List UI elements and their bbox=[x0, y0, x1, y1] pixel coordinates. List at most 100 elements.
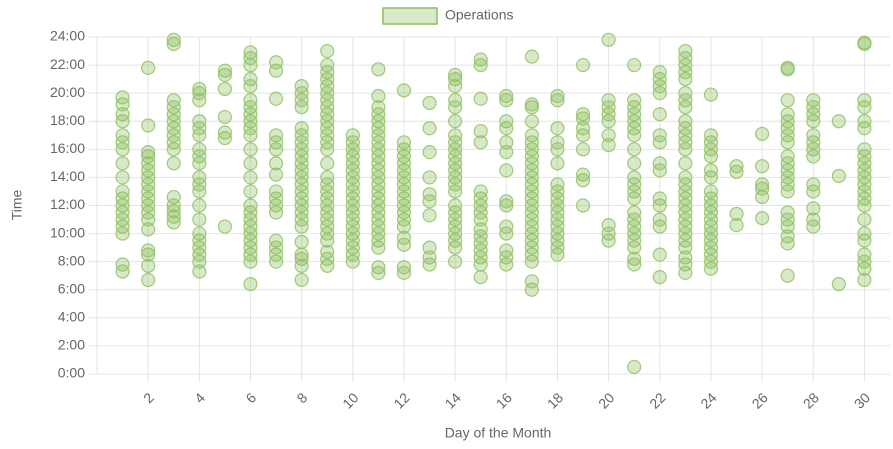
point bbox=[320, 43, 335, 59]
point bbox=[115, 170, 130, 185]
point bbox=[524, 97, 539, 112]
point bbox=[524, 274, 539, 289]
point bbox=[217, 109, 233, 125]
point bbox=[499, 145, 514, 160]
point bbox=[703, 128, 719, 143]
point bbox=[831, 114, 846, 129]
point bbox=[422, 208, 437, 223]
point bbox=[141, 272, 156, 288]
point bbox=[243, 72, 258, 87]
point bbox=[806, 93, 821, 108]
x-tick-label: 26 bbox=[749, 389, 771, 411]
y-tick-label: 12:00 bbox=[50, 196, 85, 212]
point bbox=[371, 265, 386, 280]
point bbox=[192, 264, 207, 279]
point bbox=[448, 72, 463, 87]
point bbox=[448, 67, 463, 83]
point bbox=[243, 45, 258, 60]
point bbox=[678, 156, 693, 171]
points bbox=[115, 32, 872, 375]
x-tick-label: 20 bbox=[595, 389, 617, 411]
point bbox=[268, 156, 284, 171]
point bbox=[703, 87, 719, 102]
point bbox=[396, 135, 412, 150]
point bbox=[192, 212, 207, 227]
point bbox=[396, 260, 412, 275]
point bbox=[652, 191, 667, 206]
point bbox=[780, 107, 795, 122]
point bbox=[115, 107, 130, 122]
point bbox=[780, 93, 795, 108]
point bbox=[806, 128, 821, 143]
point bbox=[652, 212, 667, 227]
point bbox=[575, 173, 591, 188]
point bbox=[166, 209, 181, 224]
point bbox=[857, 114, 872, 129]
point bbox=[115, 128, 130, 143]
point bbox=[627, 170, 642, 185]
point bbox=[678, 86, 693, 101]
point bbox=[550, 156, 565, 171]
point bbox=[678, 170, 693, 185]
point bbox=[166, 156, 181, 171]
point bbox=[499, 88, 514, 104]
point bbox=[601, 218, 616, 233]
point bbox=[550, 135, 565, 150]
point bbox=[166, 204, 181, 219]
x-tick-label: 24 bbox=[697, 389, 719, 411]
point bbox=[806, 177, 821, 192]
point bbox=[422, 170, 437, 185]
point bbox=[857, 272, 872, 288]
point bbox=[448, 198, 463, 213]
point bbox=[141, 258, 156, 273]
point bbox=[499, 114, 514, 129]
point bbox=[729, 206, 744, 222]
point bbox=[729, 218, 744, 233]
point bbox=[448, 93, 463, 108]
point bbox=[448, 114, 463, 129]
point bbox=[499, 93, 514, 108]
x-tick-label: 12 bbox=[390, 389, 412, 411]
point bbox=[473, 222, 488, 237]
point bbox=[396, 265, 412, 280]
point bbox=[524, 128, 539, 143]
y-tick-label: 24:00 bbox=[50, 28, 85, 44]
point bbox=[754, 177, 770, 192]
point bbox=[422, 95, 437, 111]
point bbox=[601, 32, 616, 47]
point bbox=[192, 198, 207, 213]
point bbox=[627, 205, 642, 220]
point bbox=[575, 121, 591, 136]
point bbox=[754, 159, 770, 174]
point bbox=[627, 251, 642, 266]
x-tick-label: 28 bbox=[800, 389, 822, 411]
point bbox=[217, 67, 233, 83]
point bbox=[268, 184, 284, 199]
y-tick-label: 14:00 bbox=[50, 168, 85, 184]
point bbox=[575, 198, 591, 213]
point bbox=[754, 211, 770, 226]
point bbox=[396, 83, 412, 98]
point bbox=[422, 187, 437, 202]
point bbox=[192, 81, 207, 97]
point bbox=[217, 125, 233, 140]
point bbox=[422, 121, 437, 136]
point bbox=[192, 86, 207, 101]
point bbox=[601, 93, 616, 108]
point bbox=[371, 100, 386, 115]
point bbox=[268, 128, 284, 143]
x-tick-label: 10 bbox=[339, 389, 361, 411]
y-tick-label: 10:00 bbox=[50, 224, 85, 240]
point bbox=[601, 138, 616, 153]
point bbox=[115, 184, 130, 199]
point bbox=[473, 184, 488, 199]
point bbox=[422, 145, 437, 160]
point bbox=[575, 167, 591, 182]
point bbox=[371, 62, 386, 77]
x-tick-label: 6 bbox=[242, 389, 259, 406]
point bbox=[627, 57, 642, 73]
point bbox=[857, 247, 872, 262]
point bbox=[499, 198, 514, 213]
point bbox=[141, 60, 156, 75]
y-axis-title: Time bbox=[9, 189, 25, 220]
